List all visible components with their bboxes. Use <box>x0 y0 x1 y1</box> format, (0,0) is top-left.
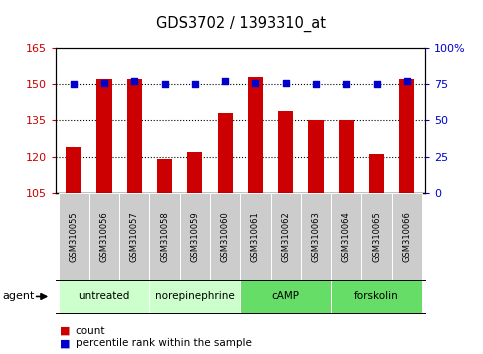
Bar <box>241 193 270 280</box>
Bar <box>66 147 81 193</box>
Text: ■: ■ <box>60 338 71 348</box>
Bar <box>301 193 331 280</box>
Bar <box>369 154 384 193</box>
Bar <box>127 79 142 193</box>
Point <box>221 78 229 84</box>
Bar <box>278 111 293 193</box>
Bar <box>248 77 263 193</box>
Bar <box>58 193 89 280</box>
Text: cAMP: cAMP <box>272 291 300 302</box>
Text: GDS3702 / 1393310_at: GDS3702 / 1393310_at <box>156 16 327 32</box>
Text: GSM310058: GSM310058 <box>160 211 169 262</box>
Bar <box>58 280 149 313</box>
Bar <box>331 280 422 313</box>
Point <box>312 81 320 87</box>
Bar <box>97 79 112 193</box>
Text: untreated: untreated <box>78 291 130 302</box>
Bar <box>149 280 241 313</box>
Text: GSM310059: GSM310059 <box>190 211 199 262</box>
Bar <box>331 193 361 280</box>
Bar <box>180 193 210 280</box>
Point <box>373 81 381 87</box>
Point <box>191 81 199 87</box>
Bar <box>210 193 241 280</box>
Text: GSM310060: GSM310060 <box>221 211 229 262</box>
Point <box>130 78 138 84</box>
Bar <box>119 193 149 280</box>
Bar <box>217 113 233 193</box>
Text: GSM310057: GSM310057 <box>130 211 139 262</box>
Bar <box>339 120 354 193</box>
Point <box>403 78 411 84</box>
Bar <box>187 152 202 193</box>
Bar <box>149 193 180 280</box>
Text: GSM310065: GSM310065 <box>372 211 381 262</box>
Text: GSM310066: GSM310066 <box>402 211 412 262</box>
Point <box>70 81 78 87</box>
Bar <box>270 193 301 280</box>
Text: agent: agent <box>2 291 35 302</box>
Bar <box>157 159 172 193</box>
Text: ■: ■ <box>60 326 71 336</box>
Text: GSM310064: GSM310064 <box>342 211 351 262</box>
Bar <box>309 120 324 193</box>
Bar <box>392 193 422 280</box>
Text: count: count <box>76 326 105 336</box>
Text: norepinephrine: norepinephrine <box>155 291 235 302</box>
Text: forskolin: forskolin <box>354 291 399 302</box>
Bar <box>361 193 392 280</box>
Bar <box>89 193 119 280</box>
Bar <box>241 280 331 313</box>
Point <box>252 80 259 85</box>
Text: percentile rank within the sample: percentile rank within the sample <box>76 338 252 348</box>
Text: GSM310061: GSM310061 <box>251 211 260 262</box>
Point <box>161 81 169 87</box>
Point <box>282 80 290 85</box>
Point <box>100 80 108 85</box>
Text: GSM310063: GSM310063 <box>312 211 321 262</box>
Text: GSM310056: GSM310056 <box>99 211 109 262</box>
Text: GSM310062: GSM310062 <box>281 211 290 262</box>
Point <box>342 81 350 87</box>
Bar <box>399 79 414 193</box>
Text: GSM310055: GSM310055 <box>69 211 78 262</box>
